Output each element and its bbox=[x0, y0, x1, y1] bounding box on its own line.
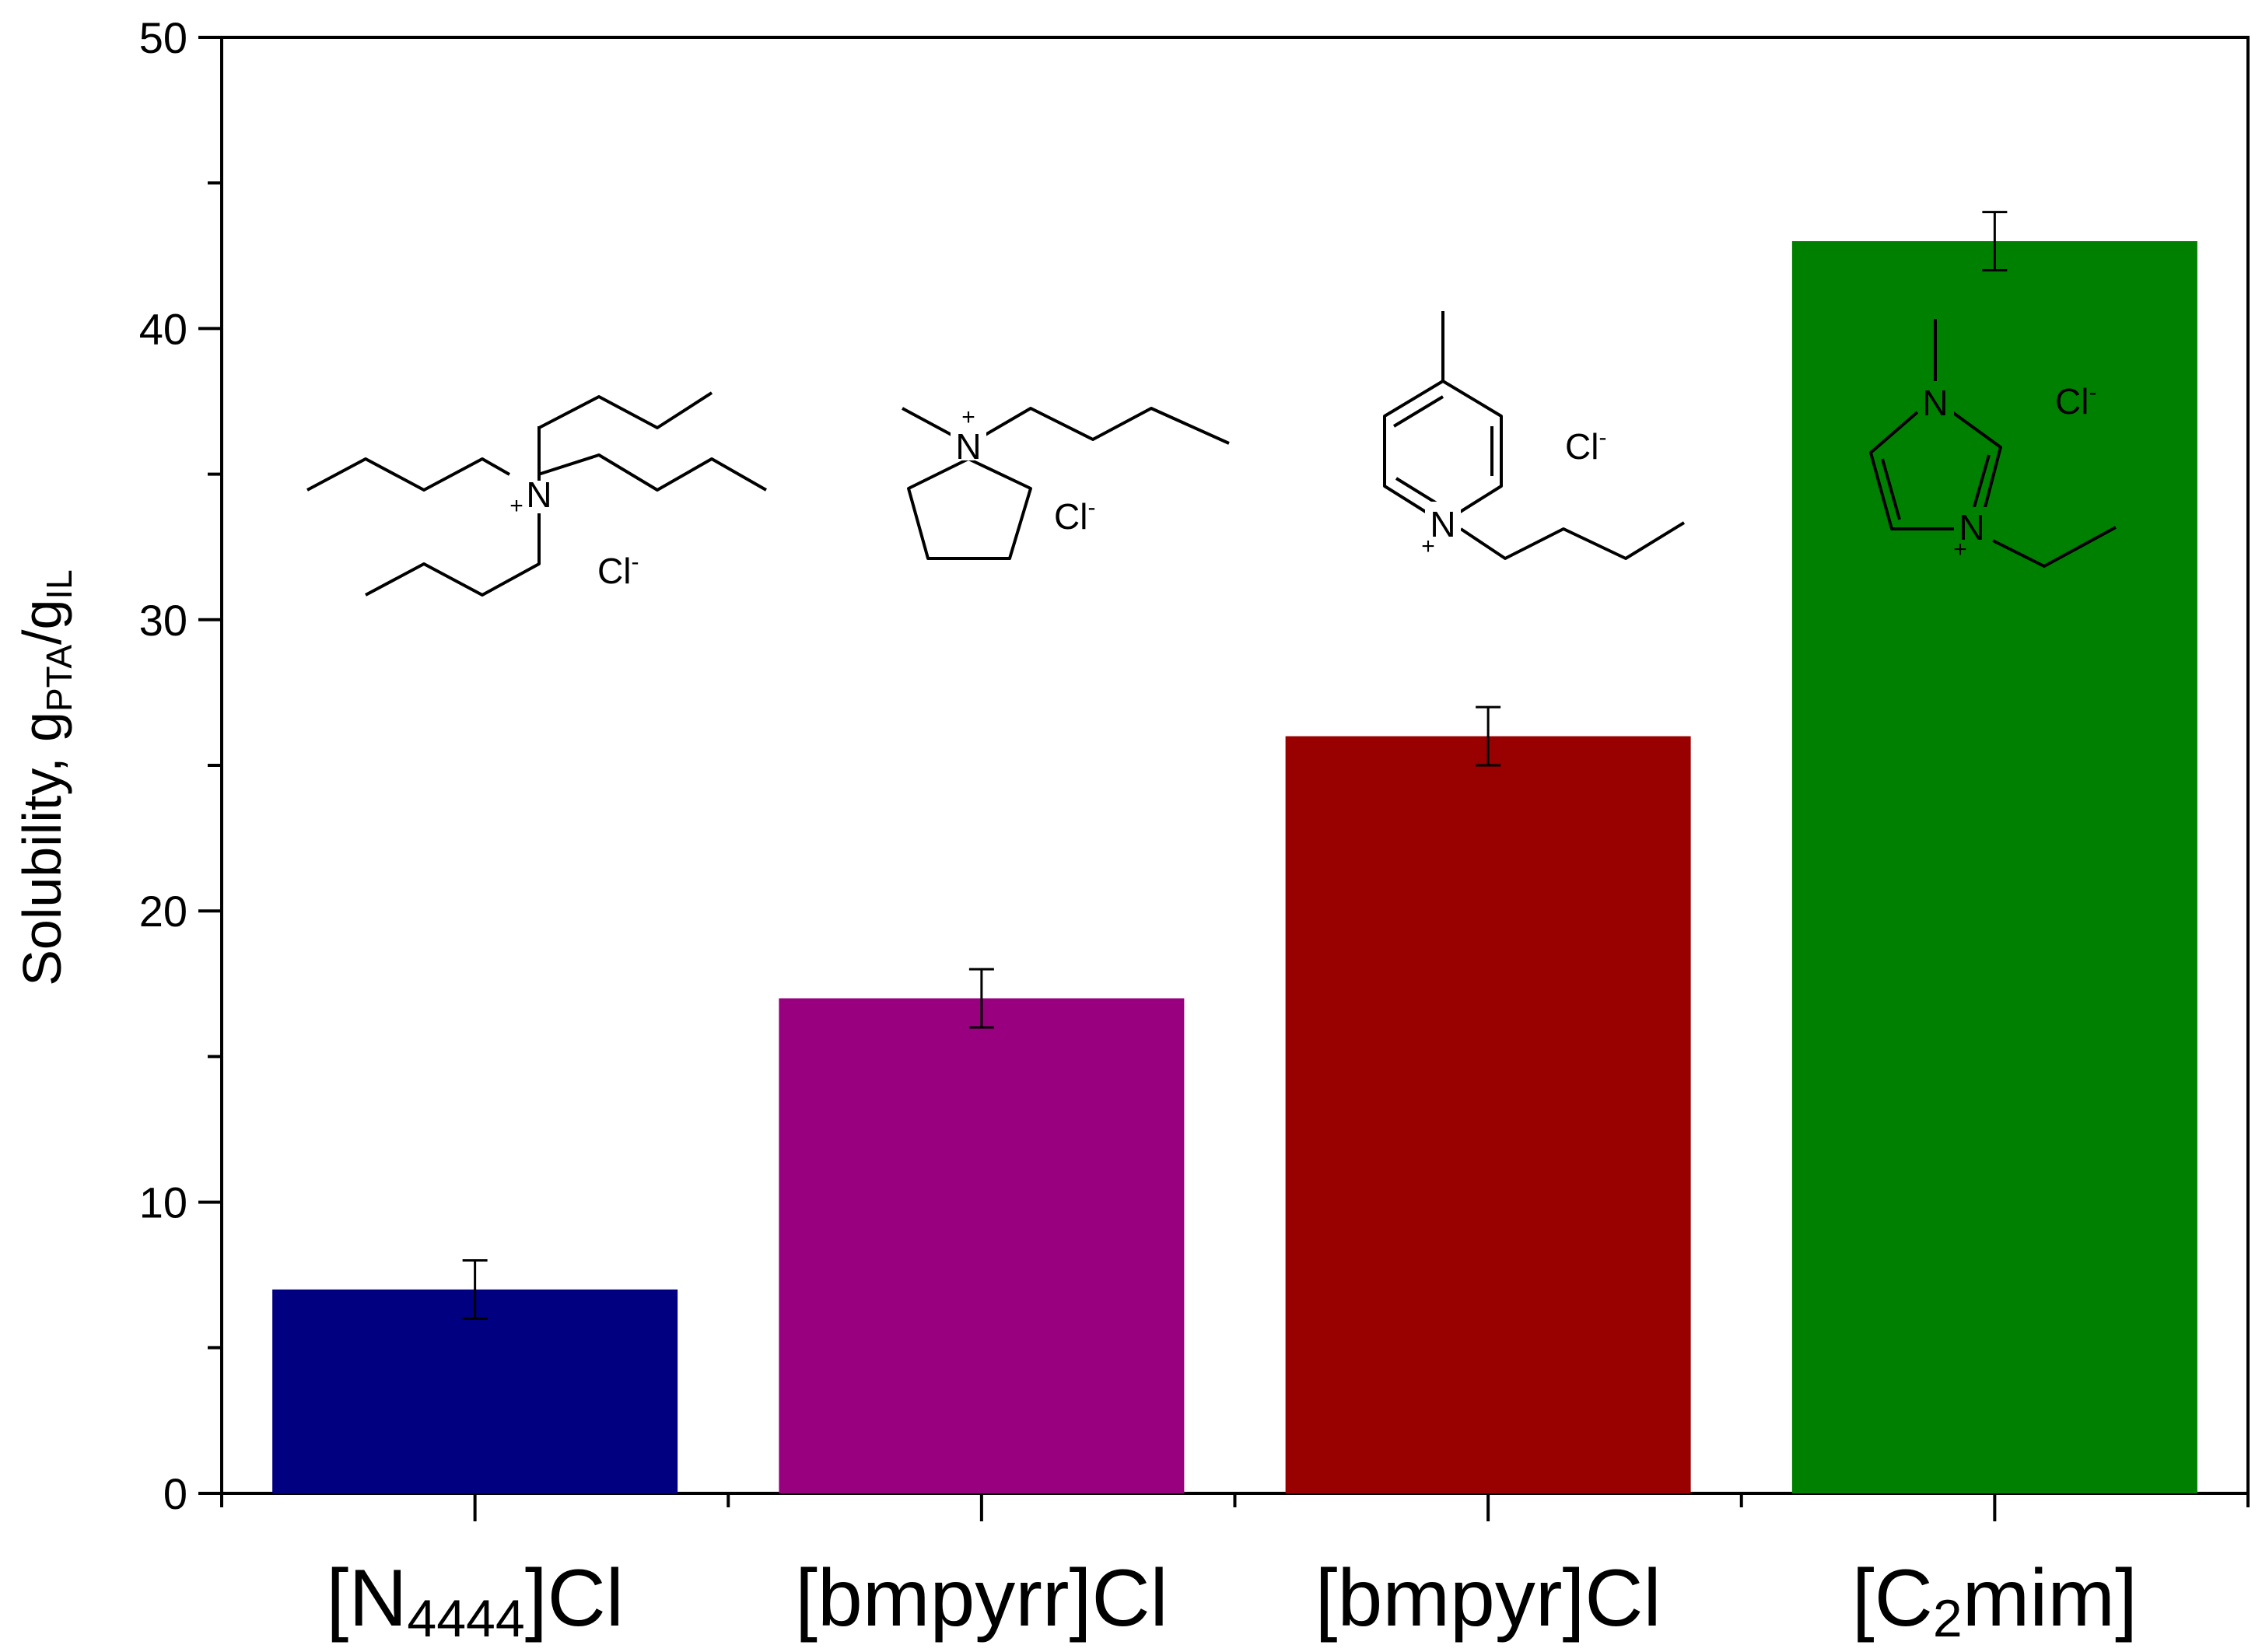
bar-1 bbox=[272, 1289, 678, 1493]
atom-label: N bbox=[1959, 507, 1984, 548]
bars-group bbox=[272, 241, 2197, 1494]
y-axis-label-main: Solubility, g bbox=[12, 712, 72, 986]
y-axis-label: Solubility, gPTA/gIL bbox=[12, 569, 79, 986]
counterion-sup: - bbox=[1598, 425, 1606, 450]
charge-label: + bbox=[509, 493, 523, 519]
molecule-bmpyrr-structure: N + Cl- bbox=[902, 404, 1230, 560]
atom-mask bbox=[1954, 507, 1990, 548]
molecule-n4444-structure: N + Cl- bbox=[306, 391, 767, 597]
counterion-sup: - bbox=[1087, 495, 1095, 520]
atom-label: N bbox=[955, 426, 981, 467]
charge-label: + bbox=[961, 404, 975, 430]
counterion-sup: - bbox=[631, 549, 639, 575]
counterion-label: Cl- bbox=[597, 549, 639, 591]
error-bars-group bbox=[462, 211, 2008, 1320]
counterion-label: Cl- bbox=[1054, 495, 1095, 537]
x-tick-label-text: ]Cl bbox=[525, 1553, 624, 1643]
x-tick-label: [N4444]Cl bbox=[326, 1553, 623, 1648]
x-tick-label-text: mim] bbox=[1963, 1553, 2138, 1643]
x-tick-label: [bmpyr]Cl bbox=[1315, 1553, 1661, 1643]
counterion-text: Cl bbox=[1054, 496, 1087, 537]
y-axis-label-sub1: PTA bbox=[39, 645, 79, 712]
atom-label: N bbox=[1430, 504, 1455, 544]
x-tick-label: [C2mim] bbox=[1852, 1553, 2138, 1648]
y-axis-ticks: 0 10 20 30 40 50 bbox=[139, 13, 222, 1518]
y-tick-label: 50 bbox=[139, 13, 187, 62]
counterion-label: Cl- bbox=[1565, 425, 1606, 467]
counterion-text: Cl bbox=[597, 551, 631, 591]
x-tick-label-sub: 2 bbox=[1933, 1589, 1963, 1648]
atom-label: N bbox=[1922, 383, 1948, 423]
bar-3 bbox=[1285, 736, 1691, 1493]
bar-2 bbox=[779, 998, 1185, 1493]
counterion-text: Cl bbox=[1565, 426, 1598, 467]
y-tick-label: 10 bbox=[139, 1178, 187, 1227]
bar-4 bbox=[1791, 241, 2197, 1494]
charge-label: + bbox=[1421, 534, 1435, 559]
counterion-text: Cl bbox=[2055, 381, 2089, 422]
atom-label: N bbox=[526, 474, 551, 515]
y-tick-label: 0 bbox=[163, 1469, 187, 1518]
atom-mask bbox=[951, 420, 986, 460]
x-tick-label-text: [N bbox=[326, 1553, 407, 1643]
charge-label: + bbox=[1953, 537, 1967, 562]
counterion-label: Cl- bbox=[2055, 380, 2096, 422]
y-tick-label: 30 bbox=[139, 596, 187, 645]
y-tick-label: 40 bbox=[139, 304, 187, 353]
molecule-bmpyr-structure: N + Cl- bbox=[1383, 311, 1686, 560]
x-axis-ticks: [N4444]Cl [bmpyrr]Cl [bmpyr]Cl [C2mim] bbox=[220, 1493, 2250, 1648]
atom-mask bbox=[1425, 502, 1461, 542]
y-axis-label-sub2: IL bbox=[39, 569, 79, 599]
y-axis-label-mid: /g bbox=[12, 600, 72, 645]
x-tick-label-text: [bmpyr]Cl bbox=[1315, 1553, 1661, 1643]
x-tick-label-sub: 4444 bbox=[407, 1589, 524, 1648]
x-tick-label-text: [C bbox=[1852, 1553, 1933, 1643]
x-tick-label-text: [bmpyrr]Cl bbox=[795, 1553, 1168, 1643]
atom-mask bbox=[1918, 381, 1954, 422]
x-tick-label: [bmpyrr]Cl bbox=[795, 1553, 1168, 1643]
counterion-sup: - bbox=[2089, 380, 2096, 405]
y-tick-label: 20 bbox=[139, 887, 187, 936]
molecule-c2mim-structure: N N + Cl- bbox=[1869, 319, 2117, 568]
